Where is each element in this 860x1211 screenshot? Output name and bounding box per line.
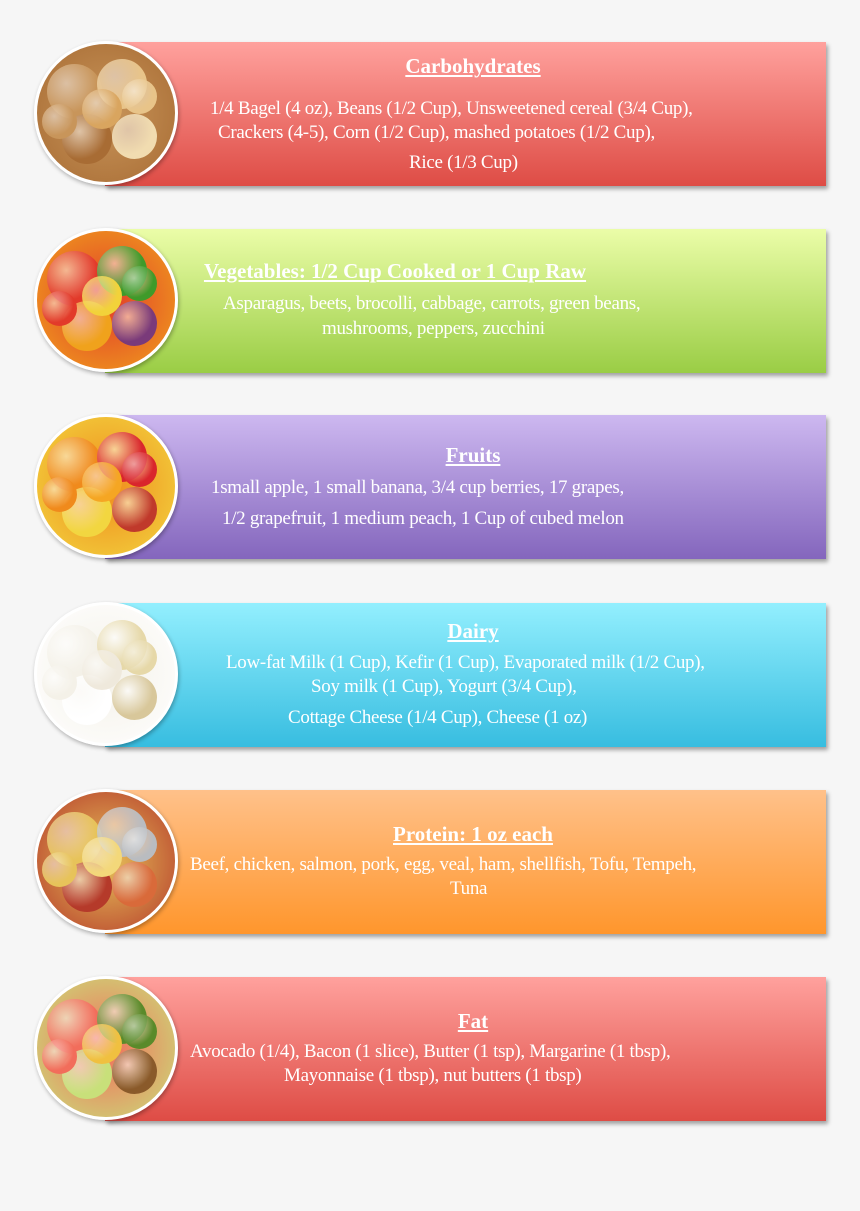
vegetables-image	[34, 228, 178, 372]
food-item-shape	[112, 675, 157, 720]
food-group-title: Carbohydrates	[405, 54, 541, 78]
food-group-text: Asparagus, beets, brocolli, cabbage, car…	[223, 293, 641, 314]
food-item-shape	[42, 852, 77, 887]
food-group-text: Rice (1/3 Cup)	[409, 152, 518, 173]
food-item-shape	[82, 89, 122, 129]
food-item-shape	[82, 1024, 122, 1064]
food-group-card: Dairy Low-fat Milk (1 Cup), Kefir (1 Cup)…	[105, 603, 826, 747]
food-group-text: Mayonnaise (1 tbsp), nut butters (1 tbsp…	[284, 1065, 582, 1086]
food-group-text: Crackers (4-5), Corn (1/2 Cup), mashed p…	[218, 122, 655, 143]
food-group-text: mushrooms, peppers, zucchini	[322, 318, 545, 339]
food-item-shape	[82, 837, 122, 877]
food-item-shape	[42, 1039, 77, 1074]
dairy-image	[34, 602, 178, 746]
food-item-shape	[82, 462, 122, 502]
food-item-shape	[122, 640, 157, 675]
food-item-shape	[122, 452, 157, 487]
food-item-shape	[82, 276, 122, 316]
fats-image	[34, 976, 178, 1120]
food-item-shape	[122, 1014, 157, 1049]
food-item-shape	[82, 650, 122, 690]
food-group-card: Fat Avocado (1/4), Bacon (1 slice), Butte…	[105, 977, 826, 1121]
food-group-text: 1/4 Bagel (4 oz), Beans (1/2 Cup), Unswe…	[210, 98, 693, 119]
food-group-card: Protein: 1 oz each Beef, chicken, salmon,…	[105, 790, 826, 934]
food-item-shape	[122, 827, 157, 862]
food-group-card: Carbohydrates 1/4 Bagel (4 oz), Beans (1/…	[105, 42, 826, 186]
food-group-text: Avocado (1/4), Bacon (1 slice), Butter (…	[190, 1041, 671, 1062]
food-item-shape	[42, 665, 77, 700]
bread-grains-image	[34, 41, 178, 185]
food-item-shape	[42, 104, 77, 139]
food-group-title: Vegetables: 1/2 Cup Cooked or 1 Cup Raw	[203, 259, 587, 283]
food-group-title: Fat	[457, 1009, 489, 1033]
food-item-shape	[112, 487, 157, 532]
food-group-title: Dairy	[447, 619, 499, 643]
food-group-text: 1small apple, 1 small banana, 3/4 cup be…	[211, 477, 624, 498]
protein-image	[34, 789, 178, 933]
food-group-text: 1/2 grapefruit, 1 medium peach, 1 Cup of…	[222, 508, 624, 529]
food-group-title: Fruits	[445, 443, 501, 467]
food-item-shape	[112, 862, 157, 907]
food-item-shape	[112, 301, 157, 346]
food-group-text: Beef, chicken, salmon, pork, egg, veal, …	[190, 854, 697, 875]
fruits-image	[34, 414, 178, 558]
food-group-card: Vegetables: 1/2 Cup Cooked or 1 Cup Raw A…	[105, 229, 826, 373]
food-item-shape	[112, 1049, 157, 1094]
food-group-text: Tuna	[450, 878, 488, 899]
food-group-text: Cottage Cheese (1/4 Cup), Cheese (1 oz)	[288, 707, 588, 728]
food-item-shape	[42, 477, 77, 512]
food-item-shape	[112, 114, 157, 159]
food-group-text: Low-fat Milk (1 Cup), Kefir (1 Cup), Eva…	[226, 652, 705, 673]
food-item-shape	[42, 291, 77, 326]
food-group-card: Fruits 1small apple, 1 small banana, 3/4 …	[105, 415, 826, 559]
food-item-shape	[122, 79, 157, 114]
food-group-title: Protein: 1 oz each	[393, 822, 553, 846]
food-group-text: Soy milk (1 Cup), Yogurt (3/4 Cup),	[311, 676, 577, 697]
food-item-shape	[122, 266, 157, 301]
